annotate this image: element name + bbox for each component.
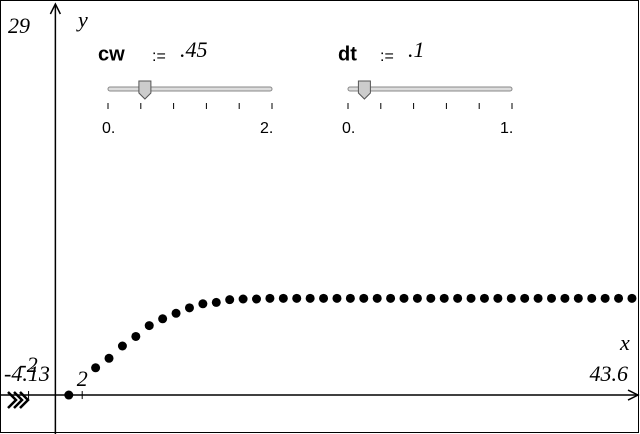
point	[439, 293, 449, 303]
slider-track	[347, 86, 513, 92]
x-tick-label: -2	[19, 352, 37, 377]
point	[614, 293, 624, 303]
point	[292, 293, 302, 303]
slider-value: .1	[408, 37, 425, 62]
point	[278, 293, 288, 303]
point	[399, 293, 409, 303]
point	[91, 363, 101, 373]
x-axis-arrow	[627, 389, 640, 401]
x-tick-label: 2	[77, 366, 88, 391]
point	[211, 297, 221, 307]
slider-track	[107, 86, 273, 92]
point	[520, 293, 530, 303]
y-axis-arrow	[49, 2, 62, 15]
point	[345, 293, 355, 303]
slider-value: .45	[180, 37, 208, 62]
point	[506, 293, 516, 303]
point	[479, 293, 489, 303]
point	[359, 293, 369, 303]
slider-assign: :=	[152, 48, 166, 65]
point	[453, 293, 463, 303]
point	[238, 294, 248, 304]
point	[466, 293, 476, 303]
point	[332, 293, 342, 303]
slider-handle[interactable]	[357, 80, 371, 100]
xmin-label: -4.13	[4, 361, 50, 386]
ymax-label: 29	[8, 13, 30, 38]
point	[587, 293, 597, 303]
slider-name: cw	[98, 43, 125, 65]
point	[319, 293, 329, 303]
point	[305, 293, 315, 303]
slider-max: 2.	[260, 120, 273, 137]
point	[144, 321, 154, 331]
slider-name: dt	[338, 43, 357, 65]
point	[386, 293, 396, 303]
point	[265, 293, 275, 303]
point	[573, 293, 583, 303]
point	[104, 353, 114, 363]
point	[131, 331, 141, 341]
point	[184, 303, 194, 313]
point	[372, 293, 382, 303]
slider-max: 1.	[500, 120, 513, 137]
point	[252, 294, 262, 304]
point	[426, 293, 436, 303]
slider-assign: :=	[380, 48, 394, 65]
y-axis-label: y	[76, 7, 88, 32]
slider-min: 0.	[342, 120, 355, 137]
point	[225, 295, 235, 305]
point	[560, 293, 570, 303]
slider-handle[interactable]	[138, 80, 152, 100]
point	[171, 308, 181, 318]
point	[533, 293, 543, 303]
point	[64, 390, 74, 400]
point	[158, 314, 168, 324]
point	[117, 341, 127, 351]
x-axis-label: x	[619, 330, 630, 355]
point	[547, 293, 557, 303]
slider-min: 0.	[102, 120, 115, 137]
point	[412, 293, 422, 303]
point	[600, 293, 610, 303]
xmax-label: 43.6	[590, 361, 629, 386]
point	[493, 293, 503, 303]
point	[627, 293, 637, 303]
point	[198, 299, 208, 309]
